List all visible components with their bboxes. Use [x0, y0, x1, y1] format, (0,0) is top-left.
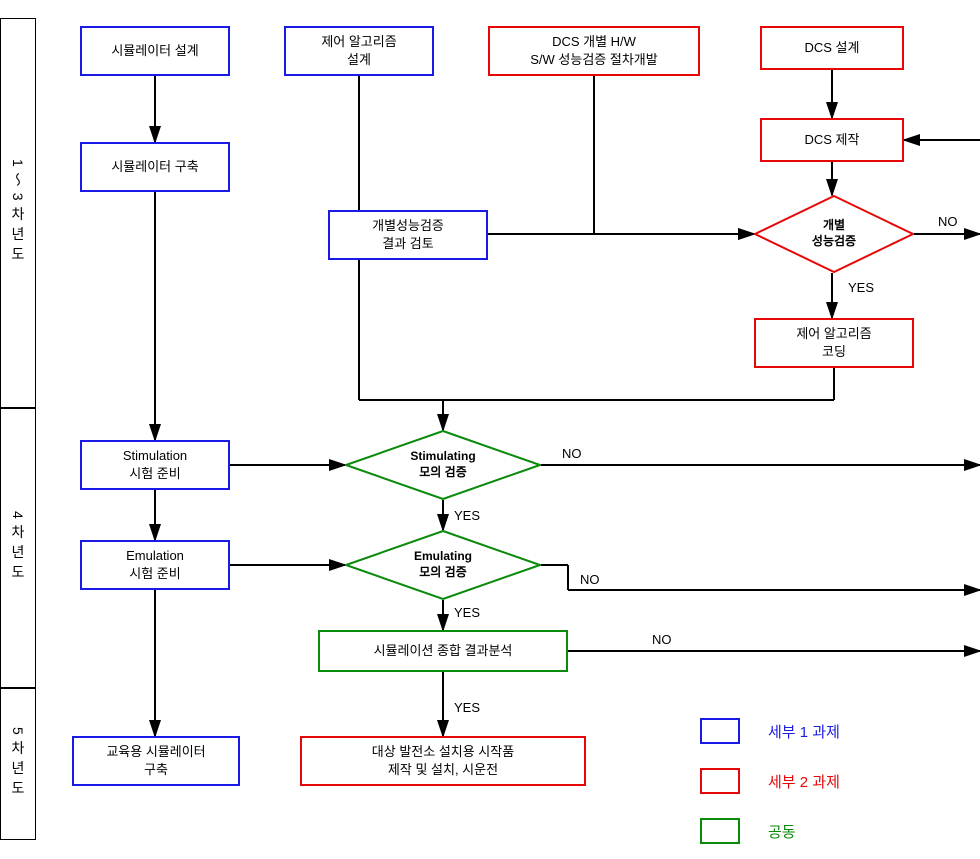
edge-label-yes1: YES	[848, 280, 874, 295]
legend-swatch	[700, 768, 740, 794]
edge-label-no2: NO	[562, 446, 582, 461]
box-install: 대상 발전소 설치용 시작품 제작 및 설치, 시운전	[300, 736, 586, 786]
box-emul-prep: Emulation 시험 준비	[80, 540, 230, 590]
timeline-y5: 5차년도	[0, 688, 36, 840]
legend-text: 공동	[768, 821, 796, 842]
box-stim-prep: Stimulation 시험 준비	[80, 440, 230, 490]
box-sim-build: 시뮬레이터 구축	[80, 142, 230, 192]
legend-swatch	[700, 718, 740, 744]
box-ctrl-design: 제어 알고리즘 설계	[284, 26, 434, 76]
diamond-indiv-verif: 개별 성능검증	[754, 195, 914, 273]
timeline-label: 5차년도	[8, 727, 28, 801]
box-sim-analysis: 시뮬레이션 종합 결과분석	[318, 630, 568, 672]
flowchart-canvas: 1〜3차년도 4차년도 5차년도 시뮬레이터 설계 제어 알고리즘 설계 DCS 개별 H…	[0, 0, 980, 859]
diamond-label: Stimulating 모의 검증	[410, 449, 475, 480]
legend-swatch	[700, 818, 740, 844]
diamond-label: 개별 성능검증	[812, 218, 856, 249]
legend-text: 세부 2 과제	[768, 771, 840, 792]
box-dcs-proc: DCS 개별 H/W S/W 성능검증 절차개발	[488, 26, 700, 76]
timeline-label: 1〜3차년도	[8, 159, 28, 267]
edge-label-yes4: YES	[454, 700, 480, 715]
legend-text: 세부 1 과제	[768, 721, 840, 742]
diamond-emul-verif: Emulating 모의 검증	[345, 530, 541, 600]
box-edu-sim: 교육용 시뮬레이터 구축	[72, 736, 240, 786]
box-dcs-design: DCS 설계	[760, 26, 904, 70]
timeline-y13: 1〜3차년도	[0, 18, 36, 408]
edge-label-no3: NO	[580, 572, 600, 587]
edge-label-yes2: YES	[454, 508, 480, 523]
box-ctrl-coding: 제어 알고리즘 코딩	[754, 318, 914, 368]
edge-label-no4: NO	[652, 632, 672, 647]
edge-label-yes3: YES	[454, 605, 480, 620]
box-dcs-make: DCS 제작	[760, 118, 904, 162]
diamond-stim-verif: Stimulating 모의 검증	[345, 430, 541, 500]
box-indiv-review: 개별성능검증 결과 검토	[328, 210, 488, 260]
timeline-y4: 4차년도	[0, 408, 36, 688]
diamond-label: Emulating 모의 검증	[414, 549, 472, 580]
edge-label-no1: NO	[938, 214, 958, 229]
box-sim-design: 시뮬레이터 설계	[80, 26, 230, 76]
timeline-label: 4차년도	[8, 511, 28, 585]
